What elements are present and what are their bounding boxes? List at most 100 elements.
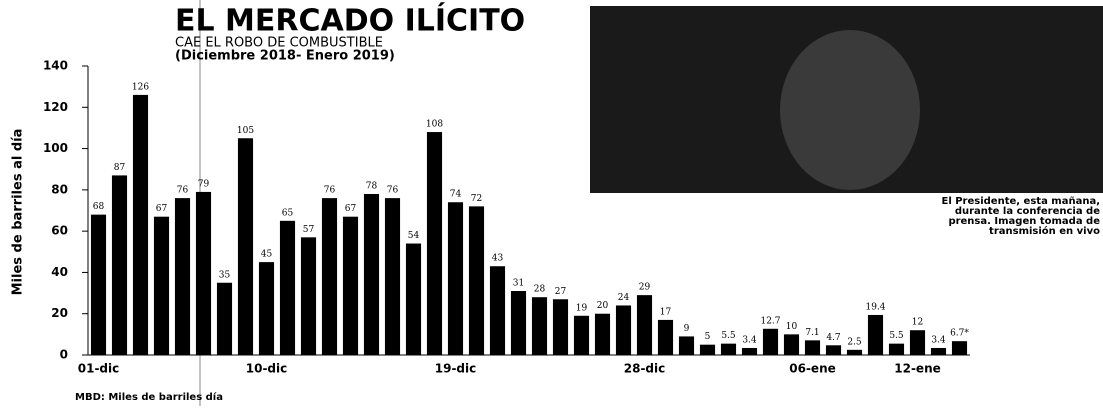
value-label: 43 [492,254,504,264]
bar [825,345,842,355]
value-label: 29 [639,283,651,293]
value-label: 27 [555,287,567,297]
value-label: 54 [408,231,420,241]
x-tick-label: 19-dic [435,362,477,376]
value-label: 6.7* [950,329,969,339]
bar [489,266,506,355]
value-label: 68 [93,202,105,212]
value-label: 31 [513,279,524,289]
period: (Diciembre 2018- Enero 2019) [175,49,395,64]
x-tick-label: 12-ene [894,362,941,376]
bar [741,347,758,355]
value-label: 79 [198,179,210,189]
bar [237,138,254,355]
value-label: 76 [387,186,399,196]
bar [552,299,569,355]
photo-figure [780,30,920,190]
value-label: 57 [303,225,315,235]
y-tick-label: 40 [51,265,68,279]
bar [447,202,464,355]
value-label: 78 [366,181,378,191]
note: MBD: Miles de barriles día [75,391,223,403]
bar [762,328,779,355]
value-label: 3.4 [931,335,946,345]
bar [300,237,317,355]
value-label: 74 [450,190,462,200]
bar [90,214,107,355]
bar [615,305,632,355]
y-tick-label: 140 [43,59,68,73]
value-label: 108 [426,120,443,130]
x-tick-label: 10-dic [246,362,288,376]
value-label: 19.4 [865,302,885,312]
bar [951,341,968,355]
value-label: 65 [282,208,294,218]
x-tick-label: 01-dic [78,362,120,376]
value-label: 126 [132,82,149,92]
bar [384,198,401,355]
value-label: 3.4 [742,335,757,345]
bar [888,343,905,355]
value-label: 72 [471,194,482,204]
bar [867,314,884,355]
value-label: 20 [597,301,609,311]
y-tick-label: 120 [43,100,68,114]
value-label: 76 [177,186,189,196]
chart-title: EL MERCADO ILÍCITO [175,3,525,39]
value-label: 35 [219,270,231,280]
bar [405,243,422,355]
bar [804,340,821,355]
bar [468,206,485,355]
subtitle: CAE EL ROBO DE COMBUSTIBLE [175,36,383,51]
bar [132,94,149,356]
value-label: 5.5 [889,331,904,341]
bar [783,334,800,355]
value-label: 12 [912,318,923,328]
value-label: 5 [705,332,711,342]
caption: El Presidente, esta mañana, [941,196,1100,207]
bar [510,291,527,355]
bar [321,198,338,355]
bar [111,175,128,355]
value-label: 12.7 [760,316,780,326]
value-label: 4.7 [826,333,841,343]
bar [846,349,863,355]
bar [678,336,695,355]
value-label: 7.1 [805,328,819,338]
bar [426,132,443,355]
bar [258,262,275,355]
x-tick-label: 06-ene [789,362,836,376]
bar [342,216,359,355]
y-tick-label: 100 [43,141,68,155]
caption: transmisión en vivo [989,225,1100,237]
value-label: 87 [114,163,126,173]
y-tick-label: 0 [60,348,68,362]
value-label: 24 [618,293,630,303]
bar [636,295,653,355]
x-tick-label: 28-dic [624,362,666,376]
value-label: 67 [156,204,168,214]
value-label: 19 [576,303,588,313]
value-label: 105 [237,126,254,136]
y-tick-label: 80 [51,182,68,196]
bar [153,216,170,355]
value-label: 2.5 [847,337,862,347]
caption: prensa. Imagen tomada de [948,216,1100,227]
value-label: 28 [534,285,546,295]
bar [573,315,590,355]
value-label: 45 [261,250,273,260]
y-tick-label: 60 [51,224,68,238]
value-label: 9 [684,324,690,334]
value-label: 5.5 [721,331,736,341]
bar [174,198,191,355]
bar [216,282,233,355]
value-label: 10 [786,322,798,332]
value-label: 76 [324,186,336,196]
bar [363,193,380,355]
bar [279,220,296,355]
bar [195,191,212,355]
caption: durante la conferencia de [955,206,1100,217]
bar [699,344,716,355]
value-label: 67 [345,204,357,214]
